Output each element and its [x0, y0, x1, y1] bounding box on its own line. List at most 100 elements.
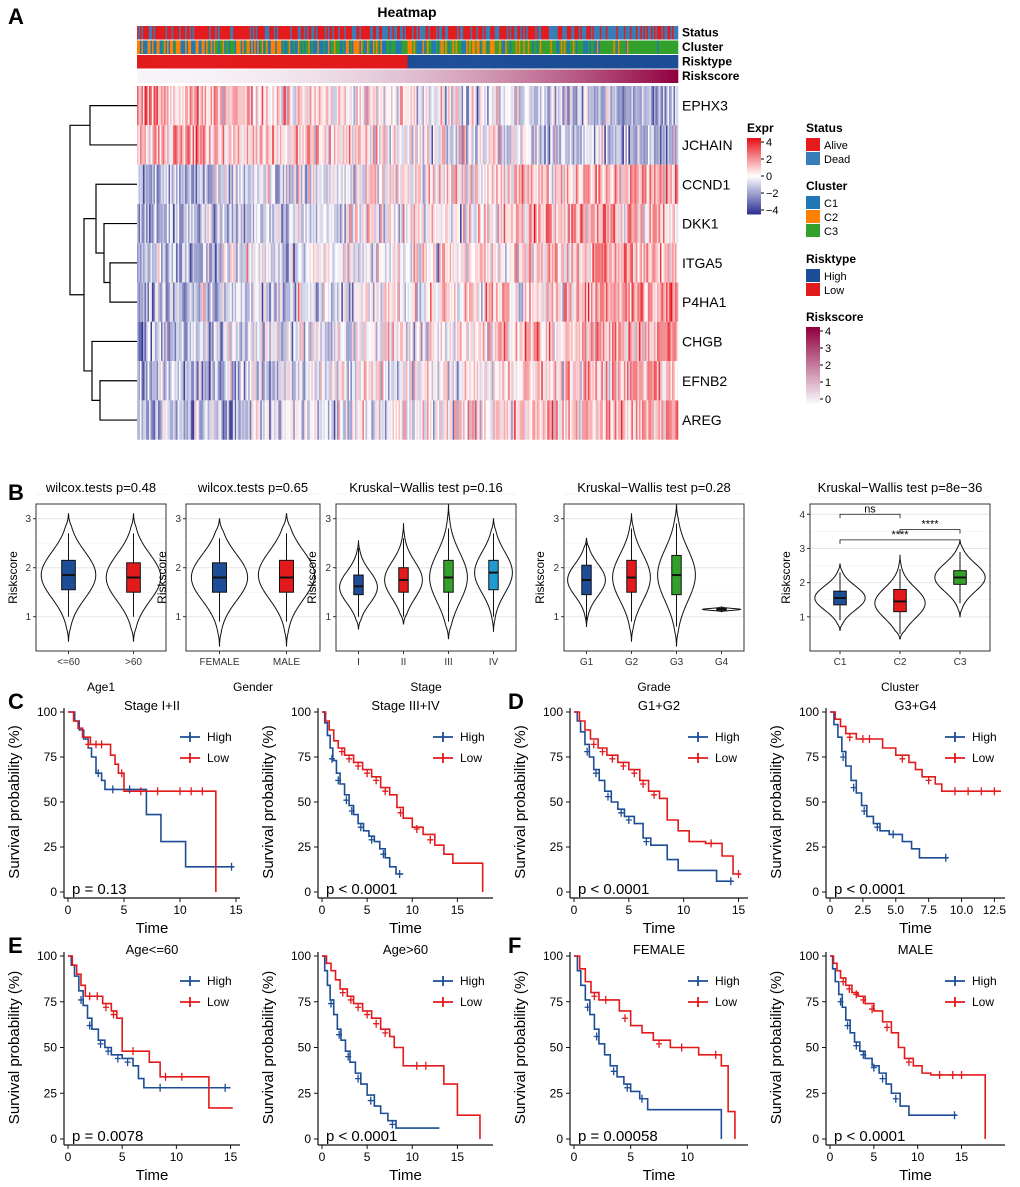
- risktype-cell: [658, 55, 661, 69]
- heatmap-cell: [272, 243, 275, 283]
- riskscore-cell: [258, 69, 261, 83]
- heatmap-cell: [377, 125, 380, 165]
- heatmap-cell: [260, 164, 263, 204]
- heatmap-cell: [518, 243, 521, 283]
- heatmap-cell: [210, 243, 213, 283]
- heatmap-cell: [649, 321, 652, 362]
- riskscore-legend-swatch: [806, 355, 820, 358]
- heatmap-cell: [619, 282, 622, 322]
- heatmap-cell: [616, 282, 619, 322]
- heatmap-cell: [430, 86, 432, 126]
- status-cell: [673, 26, 676, 40]
- heatmap-cell: [584, 243, 587, 283]
- status-cell: [439, 26, 441, 40]
- riskscore-cell: [272, 69, 275, 83]
- status-cell: [502, 26, 504, 40]
- heatmap-cell: [517, 243, 520, 283]
- risktype-cell: [305, 55, 308, 69]
- x-tick-label: G3: [670, 657, 684, 668]
- heatmap-cell: [446, 86, 449, 126]
- riskscore-cell: [284, 69, 287, 83]
- heatmap-cell: [460, 321, 462, 362]
- heatmap-cell: [566, 400, 569, 440]
- heatmap-cell: [230, 282, 232, 322]
- heatmap-cell: [455, 203, 458, 244]
- status-cell: [198, 26, 201, 40]
- heatmap-cell: [649, 243, 652, 283]
- risktype-cell: [508, 55, 510, 69]
- heatmap-cell: [509, 282, 512, 322]
- heatmap-cell: [215, 86, 217, 126]
- heatmap-cell: [515, 361, 518, 401]
- riskscore-cell: [215, 69, 217, 83]
- heatmap-cell: [353, 125, 356, 165]
- heatmap-cell: [572, 86, 575, 126]
- heatmap-cell: [345, 203, 348, 244]
- riskscore-cell: [502, 69, 504, 83]
- heatmap-cell: [506, 282, 509, 322]
- cluster-cell: [544, 40, 547, 54]
- heatmap-cell: [152, 400, 154, 440]
- status-cell: [200, 26, 202, 40]
- heatmap-cell: [473, 400, 476, 440]
- risktype-cell: [485, 55, 488, 69]
- heatmap-cell: [574, 361, 577, 401]
- heatmap-cell: [560, 164, 563, 204]
- heatmap-cell: [563, 164, 566, 204]
- heatmap-cell: [254, 361, 257, 401]
- heatmap-cell: [296, 282, 299, 322]
- cluster-cell: [469, 40, 471, 54]
- status-cell: [369, 26, 372, 40]
- riskscore-legend-swatch: [806, 370, 820, 374]
- heatmap-cell: [577, 361, 580, 401]
- status-cell: [162, 26, 165, 40]
- heatmap-cell: [300, 400, 303, 440]
- status-cell: [497, 26, 500, 40]
- heatmap-cell: [538, 321, 541, 362]
- heatmap-cell: [185, 164, 187, 204]
- heatmap-cell: [323, 400, 326, 440]
- cluster-cell: [395, 40, 398, 54]
- heatmap-cell: [161, 321, 163, 362]
- risktype-cell: [176, 55, 178, 69]
- heatmap-cell: [545, 282, 548, 322]
- heatmap-cell: [457, 164, 459, 204]
- riskscore-legend-swatch: [806, 389, 820, 393]
- heatmap-cell: [261, 321, 264, 362]
- heatmap-cell: [554, 400, 557, 440]
- heatmap-cell: [434, 125, 437, 165]
- heatmap-cell: [237, 243, 240, 283]
- heatmap-cell: [608, 321, 611, 362]
- heatmap-cell: [466, 321, 468, 362]
- heatmap-cell: [509, 243, 512, 283]
- heatmap-cell: [655, 400, 658, 440]
- heatmap-cell: [608, 400, 611, 440]
- status-cell: [359, 26, 362, 40]
- heatmap-cell: [231, 361, 234, 401]
- heatmap-cell: [449, 86, 452, 126]
- cluster-cell: [383, 40, 386, 54]
- heatmap-cell: [638, 321, 641, 362]
- status-cell: [467, 26, 470, 40]
- risktype-cell: [550, 55, 553, 69]
- heatmap-cell: [506, 86, 509, 126]
- heatmap-cell: [581, 400, 584, 440]
- heatmap-cell: [143, 164, 145, 204]
- status-cell: [494, 26, 497, 40]
- heatmap-cell: [674, 361, 677, 401]
- heatmap-cell: [568, 86, 571, 126]
- heatmap-cell: [662, 125, 665, 165]
- heatmap-cell: [598, 203, 601, 244]
- dendrogram-branch: [89, 105, 137, 146]
- riskscore-cell: [422, 69, 425, 83]
- heatmap-cell: [614, 321, 617, 362]
- heatmap-cell: [284, 164, 287, 204]
- heatmap-cell: [234, 203, 237, 244]
- risktype-cell: [240, 55, 243, 69]
- heatmap-cell: [554, 125, 557, 165]
- cluster-cell: [490, 40, 492, 54]
- heatmap-cell: [311, 243, 314, 283]
- heatmap-cell: [407, 282, 410, 322]
- heatmap-cell: [173, 361, 175, 401]
- risktype-cell: [269, 55, 272, 69]
